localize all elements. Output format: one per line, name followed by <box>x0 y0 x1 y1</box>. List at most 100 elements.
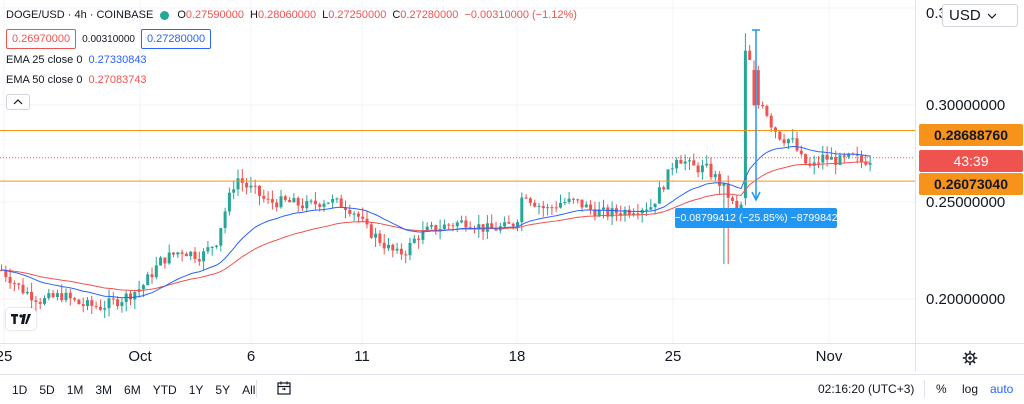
candle-body <box>258 185 261 196</box>
ema50-value: 0.27083743 <box>88 74 147 86</box>
candle-body <box>619 213 623 216</box>
candle-body <box>159 257 163 266</box>
ema25-label: EMA 25 close 0 <box>6 54 83 66</box>
candle-body <box>249 185 253 188</box>
range-1m-button[interactable]: 1M <box>66 382 84 397</box>
candle-body <box>748 50 752 60</box>
candle-body <box>838 155 842 165</box>
candle-body <box>718 174 722 186</box>
candle-body <box>30 291 34 301</box>
candle-body <box>47 293 51 299</box>
candle-body <box>17 283 21 285</box>
indicator-ema25[interactable]: EMA 25 close 0 0.27330843 <box>6 50 577 70</box>
price-tick: 0.3 <box>926 5 947 22</box>
range-all-button[interactable]: All <box>242 382 256 397</box>
candle-body <box>292 198 296 203</box>
range-6m-button[interactable]: 6M <box>124 382 141 397</box>
candle-body <box>817 162 820 164</box>
candle-body <box>688 160 691 162</box>
candle-body <box>731 197 734 201</box>
time-tick: Oct <box>128 348 152 365</box>
candle-body <box>421 230 425 240</box>
candle-body <box>141 285 145 290</box>
measure-arrow <box>751 191 761 202</box>
candle-body <box>335 198 339 200</box>
range-5y-button[interactable]: 5Y <box>215 382 231 397</box>
candle-body <box>378 233 382 243</box>
price-axis[interactable]: 0.3 0.30000000 0.25000000 0.20000000 0.2… <box>915 0 1024 343</box>
range-1y-button[interactable]: 1Y <box>188 382 204 397</box>
chart-legend: DOGE/USD · 4h · COINBASE O0.27590000 H0.… <box>6 6 577 110</box>
support-price-label: 0.26073040 <box>919 173 1023 195</box>
candle-body <box>855 154 859 156</box>
candle-body <box>722 183 726 186</box>
candle-body <box>774 127 777 132</box>
clock-timezone[interactable]: 02:16:20 (UTC+3) <box>818 382 915 396</box>
candle-body <box>623 209 627 216</box>
candle-body <box>528 198 532 203</box>
change-value: −0.00310000 (−1.12%) <box>464 9 577 21</box>
candle-body <box>606 207 610 217</box>
candle-body <box>43 298 46 304</box>
candle-body <box>786 139 790 144</box>
date-range-button[interactable] <box>277 381 292 398</box>
chart-pane[interactable]: DOGE/USD · 4h · COINBASE O0.27590000 H0.… <box>0 0 915 343</box>
buy-price-button[interactable]: 0.27280000 <box>140 29 212 49</box>
candle-body <box>86 300 89 307</box>
candle-body <box>146 274 150 286</box>
candle-body <box>571 198 575 200</box>
time-tick: 18 <box>508 348 526 365</box>
range-ytd-button[interactable]: YTD <box>152 382 177 397</box>
candle-body <box>116 299 120 307</box>
candle-body <box>829 156 833 160</box>
currency-label: USD <box>949 7 981 24</box>
candle-body <box>490 223 494 228</box>
ema25-value: 0.27330843 <box>88 54 147 66</box>
time-axis[interactable]: 25 Oct 6 11 18 25 Nov <box>0 343 915 371</box>
candle-body <box>597 209 601 217</box>
candle-body <box>34 300 38 303</box>
candle-body <box>4 270 8 278</box>
market-status-dot <box>160 10 170 20</box>
time-tick: 11 <box>354 348 370 365</box>
time-tick: 6 <box>246 348 256 365</box>
tradingview-logo[interactable] <box>6 308 36 330</box>
candle-body <box>709 163 713 178</box>
time-tick: 25 <box>664 348 682 365</box>
log-scale-toggle[interactable]: log <box>962 382 979 396</box>
price-chart[interactable] <box>0 0 915 343</box>
candle-body <box>864 161 868 165</box>
currency-selector[interactable]: USD <box>942 4 1018 27</box>
range-3m-button[interactable]: 3M <box>95 382 113 397</box>
candle-body <box>395 248 399 251</box>
range-1d-button[interactable]: 1D <box>12 382 28 397</box>
candle-body <box>361 216 365 219</box>
range-5d-button[interactable]: 5D <box>39 382 55 397</box>
sell-price-button[interactable]: 0.26970000 <box>6 29 77 49</box>
percent-scale-toggle[interactable]: % <box>936 382 947 396</box>
auto-scale-toggle[interactable]: auto <box>990 382 1014 396</box>
candle-body <box>649 207 653 210</box>
candle-body <box>726 183 730 198</box>
open-value: O0.27590000 <box>177 9 244 21</box>
candle-body <box>683 161 687 164</box>
candle-body <box>713 174 717 178</box>
candle-body <box>477 224 481 230</box>
collapse-legend-button[interactable] <box>6 94 30 110</box>
candle-body <box>348 209 352 214</box>
candle-body <box>120 302 124 307</box>
chart-settings-button[interactable] <box>915 343 1024 371</box>
candle-body <box>223 211 227 229</box>
candle-body <box>821 154 825 163</box>
candle-body <box>21 284 25 294</box>
symbol-title[interactable]: DOGE/USD · 4h · COINBASE <box>6 9 154 21</box>
candle-body <box>799 150 803 155</box>
candle-body <box>326 202 330 204</box>
candle-body <box>602 207 605 210</box>
candle-body <box>8 277 12 284</box>
candle-body <box>279 196 283 208</box>
candle-body <box>129 293 132 300</box>
indicator-ema50[interactable]: EMA 50 close 0 0.27083743 <box>6 70 577 90</box>
candle-body <box>825 154 829 160</box>
candle-body <box>546 207 550 209</box>
